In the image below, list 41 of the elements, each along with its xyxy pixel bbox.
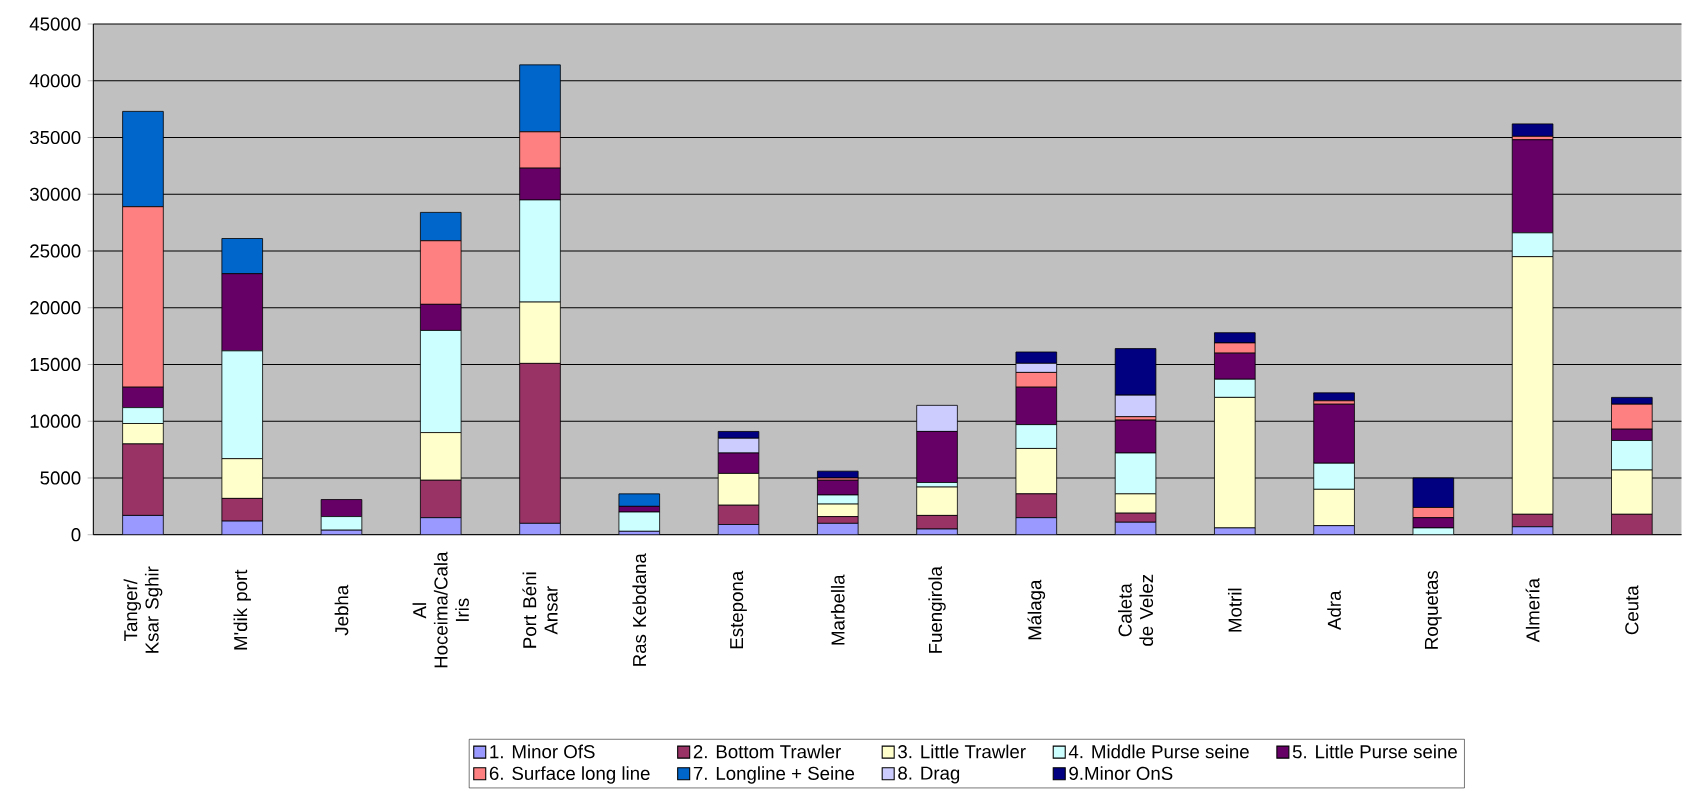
x-tick-label: Adra (1327, 590, 1341, 631)
y-tick-label: 25000 (30, 244, 81, 258)
y-tick-label: 15000 (30, 357, 81, 372)
x-tick-label: Ras Kebdana (632, 553, 647, 666)
y-tick-label: 40000 (29, 74, 81, 88)
legend-label: 2. Bottom Trawler (693, 744, 841, 759)
bar (1015, 517, 1058, 535)
y-tick-label: 10000 (30, 414, 81, 428)
y-tick-label: 35000 (29, 131, 81, 145)
x-tick-label: Jebha (334, 584, 349, 636)
y-tick-label: 0 (71, 528, 81, 542)
x-tick-label: Marbella (830, 574, 845, 645)
bar (1511, 123, 1554, 137)
x-tick-label: Motril (1227, 588, 1242, 632)
x-tick-label: Almería (1525, 578, 1540, 643)
y-tick-label: 45000 (29, 17, 81, 31)
legend-label: 8. Drag (898, 766, 960, 784)
legend-label: 1. Minor OfS (490, 744, 595, 759)
x-tick-label: Ceuta (1625, 585, 1639, 635)
legend-label: 9.Minor OnS (1069, 766, 1173, 781)
legend-label: 4. Middle Purse seine (1068, 744, 1249, 759)
legend-label: 3. Little Trawler (898, 744, 1026, 759)
legend-label: 7. Longline + Seine (693, 766, 855, 784)
x-tick-label: Caleta de Velez (1118, 574, 1154, 646)
bar (1313, 392, 1355, 402)
x-tick-label: M'dik port (233, 569, 251, 650)
bar (420, 517, 462, 535)
y-tick-label: 5000 (40, 471, 81, 485)
bar (122, 515, 164, 535)
x-tick-label: Port Béni Ansar (522, 572, 558, 648)
x-tick-label: Fuengirola (928, 566, 946, 653)
legend-label: 6. Surface long line (489, 766, 650, 784)
bar (618, 493, 661, 507)
legend-label: 5. Little Purse seine (1292, 744, 1457, 759)
y-tick-label: 30000 (29, 187, 81, 201)
x-tick-label: Tanger/ Ksar Sghir (123, 566, 163, 653)
x-tick-label: Roquetas (1424, 571, 1442, 649)
x-tick-label: Málaga (1027, 579, 1046, 640)
x-tick-label: Estepona (730, 570, 747, 649)
y-tick-label: 20000 (30, 301, 81, 315)
x-tick-label: Al Hoceima/Cala Iris (412, 551, 469, 668)
